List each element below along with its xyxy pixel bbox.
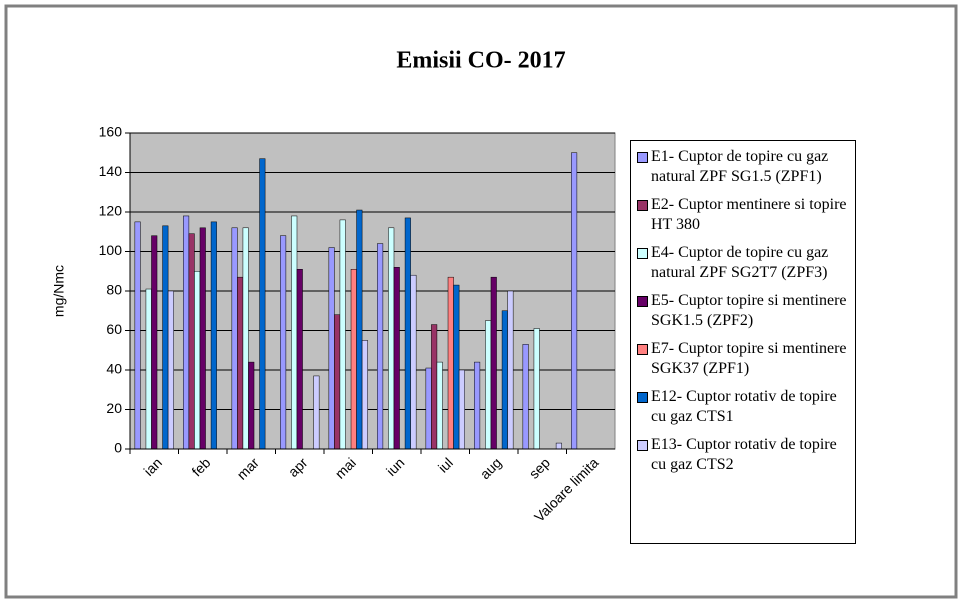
legend-label: E4- Cuptor de topire cu gaz natural ZPF … [651, 244, 829, 281]
y-axis-label: mg/Nmc [51, 265, 67, 317]
legend-label: E5- Cuptor topire si mentinere SGK1.5 (Z… [651, 292, 847, 329]
bar [447, 276, 454, 450]
bar [507, 290, 514, 450]
bar [242, 227, 249, 450]
bar [377, 243, 384, 450]
bar [388, 227, 395, 450]
legend-item: E5- Cuptor topire si mentinere SGK1.5 (Z… [635, 291, 851, 331]
bar [199, 227, 206, 450]
legend-item: E7- Cuptor topire si mentinere SGK37 (ZP… [635, 339, 851, 379]
bar [501, 310, 508, 450]
bar [194, 271, 201, 450]
bar [350, 269, 357, 450]
legend-label: E12- Cuptor rotativ de topire cu gaz CTS… [651, 388, 837, 425]
bar [162, 225, 169, 450]
legend-swatch [637, 392, 648, 403]
bar [248, 361, 255, 450]
bar [296, 269, 303, 450]
legend-label: E13- Cuptor rotativ de topire cu gaz CTS… [651, 436, 837, 473]
bar [533, 328, 540, 450]
legend-label: E2- Cuptor mentinere si topire HT 380 [651, 196, 847, 233]
bar [145, 288, 152, 450]
bar [280, 235, 287, 450]
bar [425, 367, 432, 450]
legend-item: E1- Cuptor de topire cu gaz natural ZPF … [635, 147, 851, 187]
bar [183, 215, 190, 450]
bar [328, 247, 335, 450]
y-tick-label: 60 [106, 321, 122, 337]
legend-swatch [637, 296, 648, 307]
bar [474, 361, 481, 450]
legend-swatch [637, 152, 648, 163]
bar [490, 276, 497, 450]
bar [410, 274, 417, 450]
bar [134, 221, 141, 450]
bar [404, 217, 411, 450]
bar [151, 235, 158, 450]
bar [313, 375, 320, 450]
bar [522, 344, 529, 450]
legend-label: E7- Cuptor topire si mentinere SGK37 (ZP… [651, 340, 847, 377]
bar [485, 320, 492, 450]
bar [237, 276, 244, 450]
legend-item: E12- Cuptor rotativ de topire cu gaz CTS… [635, 387, 851, 427]
chart-title: Emisii CO- 2017 [396, 48, 565, 74]
y-tick-label: 160 [99, 124, 123, 140]
legend-swatch [637, 440, 648, 451]
y-tick-label: 100 [99, 242, 123, 258]
y-tick-label: 140 [99, 163, 123, 179]
bar [259, 158, 266, 450]
bar [393, 267, 400, 450]
legend-label: E1- Cuptor de topire cu gaz natural ZPF … [651, 148, 829, 185]
bar [458, 369, 465, 450]
bar [453, 284, 460, 450]
legend-swatch [637, 248, 648, 259]
bar [167, 290, 174, 450]
bar [210, 221, 217, 450]
y-tick-label: 0 [114, 440, 122, 456]
bar [231, 227, 238, 450]
legend-item: E4- Cuptor de topire cu gaz natural ZPF … [635, 243, 851, 283]
bar [555, 442, 562, 450]
y-tick-label: 40 [106, 361, 122, 377]
legend-swatch [637, 200, 648, 211]
bar [431, 324, 438, 450]
bar [571, 152, 578, 450]
bar [188, 233, 195, 450]
legend-swatch [637, 344, 648, 355]
y-tick-label: 120 [99, 203, 123, 219]
bar [291, 215, 298, 450]
bar [436, 361, 443, 450]
y-tick-label: 20 [106, 400, 122, 416]
bar [334, 314, 341, 450]
bar [339, 219, 346, 450]
bar [356, 209, 363, 450]
bar [361, 340, 368, 450]
legend: E1- Cuptor de topire cu gaz natural ZPF … [630, 140, 856, 544]
legend-item: E13- Cuptor rotativ de topire cu gaz CTS… [635, 435, 851, 475]
y-tick-label: 80 [106, 282, 122, 298]
legend-item: E2- Cuptor mentinere si topire HT 380 [635, 195, 851, 235]
